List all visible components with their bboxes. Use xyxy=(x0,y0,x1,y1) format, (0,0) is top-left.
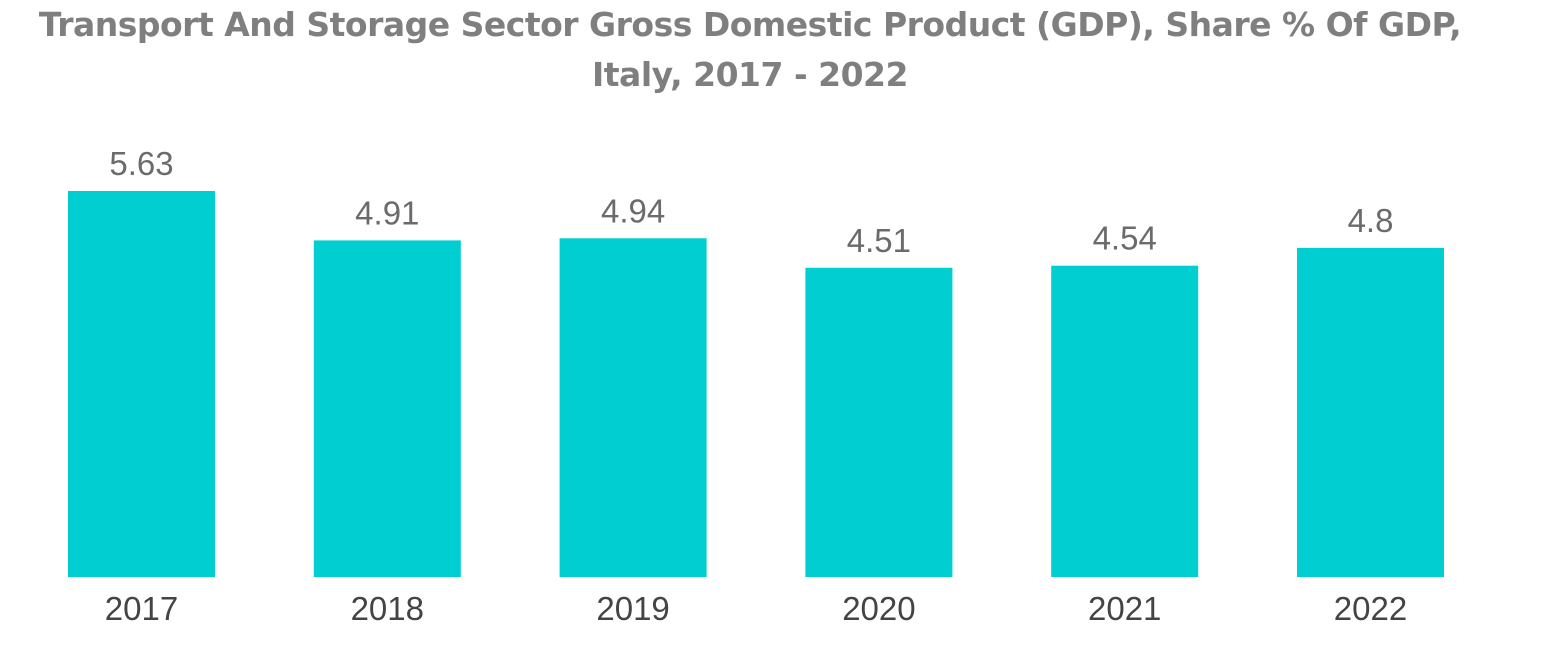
x-tick-label-2022: 2022 xyxy=(1334,590,1407,627)
data-label-2018: 4.91 xyxy=(355,194,419,231)
x-axis-ticks: 2017 2018 2019 2020 2021 2022 xyxy=(105,590,1407,627)
bar-2019 xyxy=(559,238,707,578)
x-tick-label-2018: 2018 xyxy=(351,590,424,627)
chart-title-line-2: Italy, 2017 - 2022 xyxy=(592,55,908,94)
data-label-2019: 4.94 xyxy=(601,192,665,229)
chart-title-line-1: Transport And Storage Sector Gross Domes… xyxy=(38,5,1462,44)
data-label-2020: 4.51 xyxy=(847,222,911,259)
data-label-2022: 4.8 xyxy=(1348,202,1394,239)
bar-2020 xyxy=(805,267,953,577)
data-label-2017: 5.63 xyxy=(109,145,173,182)
bar-2018 xyxy=(313,240,461,577)
x-tick-label-2021: 2021 xyxy=(1088,590,1161,627)
x-tick-label-2020: 2020 xyxy=(842,590,915,627)
bar-2022 xyxy=(1297,247,1444,577)
data-label-2021: 4.54 xyxy=(1093,220,1157,257)
bar-2017 xyxy=(68,191,215,577)
bar-2021 xyxy=(1051,265,1199,577)
chart-title: Transport And Storage Sector Gross Domes… xyxy=(0,0,1500,100)
x-tick-label-2019: 2019 xyxy=(596,590,669,627)
x-tick-label-2017: 2017 xyxy=(105,590,178,627)
data-labels-group: 5.63 4.91 4.94 4.51 4.54 4.8 xyxy=(109,145,1393,259)
bars-group xyxy=(68,191,1444,578)
